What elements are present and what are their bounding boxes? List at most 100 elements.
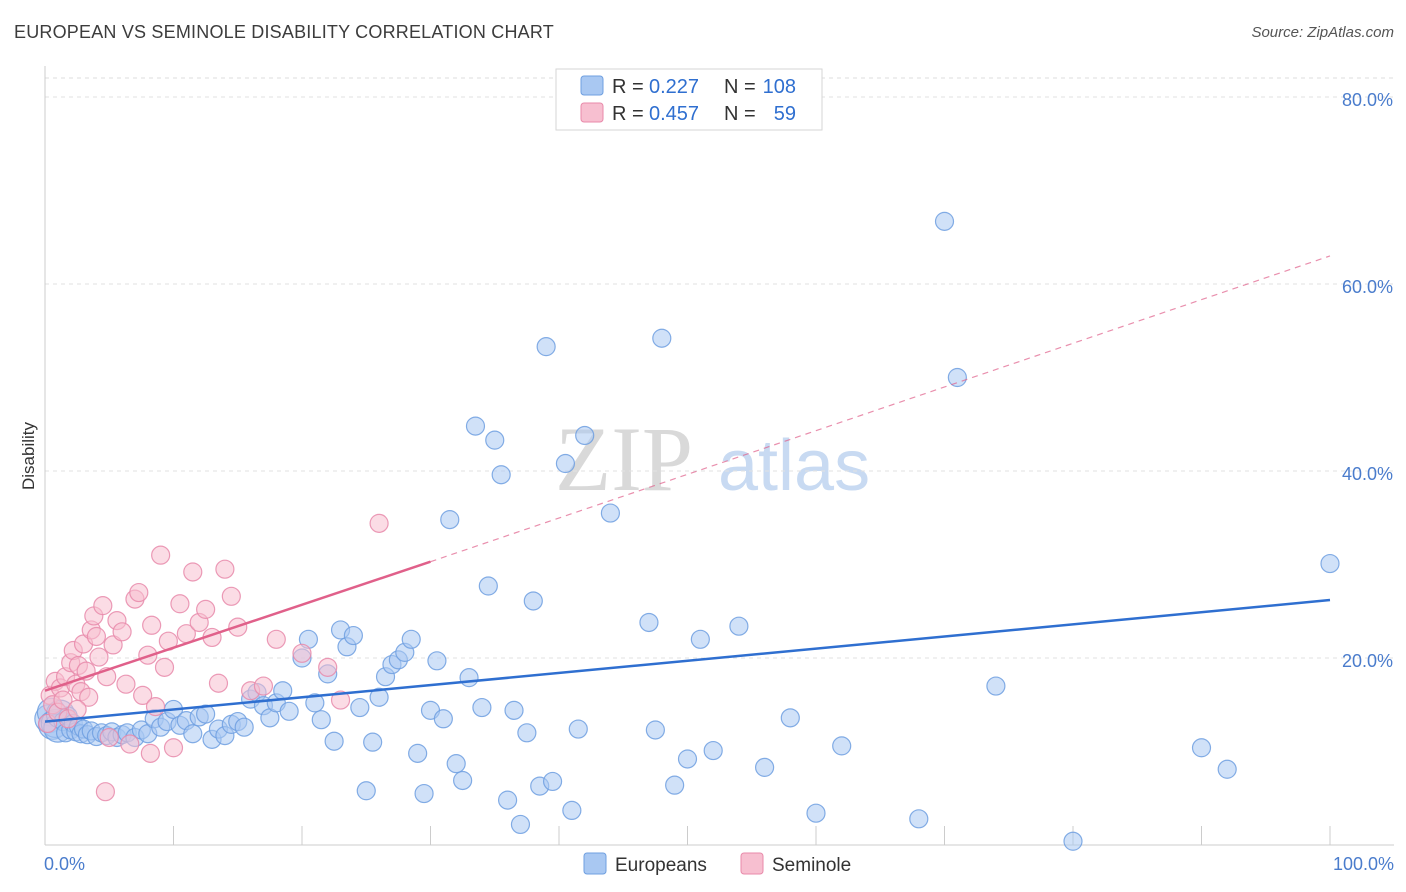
data-point xyxy=(523,591,543,611)
legend-label-seminole: Seminole xyxy=(772,855,851,876)
data-point xyxy=(133,685,153,706)
data-point xyxy=(478,576,498,596)
data-point xyxy=(491,465,511,485)
data-point xyxy=(504,700,524,720)
data-point xyxy=(120,734,140,754)
data-point xyxy=(562,800,582,821)
data-point xyxy=(116,674,136,694)
data-point xyxy=(95,782,115,802)
data-point xyxy=(163,738,184,758)
data-point xyxy=(517,723,537,743)
data-point xyxy=(459,668,479,688)
data-point xyxy=(1217,759,1237,779)
data-point xyxy=(318,657,338,677)
data-point xyxy=(369,687,389,707)
legend-r-label: R = xyxy=(612,76,644,98)
chart-title: EUROPEAN VS SEMINOLE DISABILITY CORRELAT… xyxy=(14,22,554,42)
data-point xyxy=(53,690,73,710)
data-point xyxy=(498,790,518,810)
data-point xyxy=(472,697,492,718)
y-tick-label: 60.0% xyxy=(1342,277,1393,297)
data-point xyxy=(542,771,563,792)
data-point xyxy=(1191,738,1212,758)
data-point xyxy=(183,562,203,582)
data-point xyxy=(324,731,344,751)
data-point xyxy=(151,545,171,565)
legend-r-value: 0.227 xyxy=(649,76,699,98)
data-point xyxy=(408,743,428,763)
data-point xyxy=(645,720,665,740)
data-point xyxy=(253,676,274,696)
data-point xyxy=(575,425,595,446)
data-point xyxy=(909,809,929,829)
data-point xyxy=(703,740,723,761)
data-point xyxy=(356,781,376,801)
legend-swatch-europeans xyxy=(580,75,604,96)
data-point xyxy=(446,754,466,774)
legend-swatch-europeans xyxy=(583,852,607,875)
x-tick-label: 100.0% xyxy=(1333,854,1394,874)
data-point xyxy=(780,708,800,728)
data-point xyxy=(89,647,109,667)
data-point xyxy=(292,643,312,663)
trend-lines xyxy=(44,255,1331,723)
data-point xyxy=(350,697,370,718)
data-point xyxy=(311,710,331,730)
data-point xyxy=(183,724,203,744)
axes xyxy=(44,66,1394,846)
data-point xyxy=(754,757,775,777)
data-point xyxy=(103,635,123,655)
data-point xyxy=(427,651,447,671)
legend-r-value: 0.457 xyxy=(649,103,699,125)
data-point xyxy=(568,719,588,739)
y-axis-label: Disability xyxy=(19,421,38,490)
tick-labels: 20.0% 40.0% 60.0% 80.0% 0.0% 100.0% xyxy=(44,90,1394,874)
data-point xyxy=(234,717,254,737)
data-point xyxy=(414,783,434,804)
data-point xyxy=(639,612,659,633)
data-point xyxy=(677,749,698,769)
y-tick-label: 20.0% xyxy=(1342,651,1393,671)
legend-n-label: N = xyxy=(724,76,756,98)
data-point xyxy=(221,586,241,606)
data-point xyxy=(440,510,460,530)
data-point xyxy=(273,681,293,701)
data-point xyxy=(652,328,672,348)
legend-swatch-seminole xyxy=(740,852,764,875)
data-point xyxy=(112,622,132,642)
data-point xyxy=(832,736,852,756)
data-point xyxy=(485,430,505,450)
data-point xyxy=(690,629,710,649)
series-legend: Europeans Seminole xyxy=(583,852,851,876)
data-point xyxy=(86,626,107,647)
data-point xyxy=(129,582,149,603)
data-point xyxy=(215,559,235,579)
data-point xyxy=(140,743,160,763)
x-tick-label: 0.0% xyxy=(44,854,85,874)
data-point xyxy=(99,727,119,748)
legend-n-label: N = xyxy=(724,103,756,125)
data-point xyxy=(453,770,473,791)
trend-line-seminole xyxy=(44,560,431,692)
data-point xyxy=(369,513,389,533)
data-point xyxy=(465,416,486,436)
data-point xyxy=(665,775,685,795)
data-point xyxy=(806,803,826,823)
legend-swatch-seminole xyxy=(580,102,604,123)
y-tick-label: 80.0% xyxy=(1342,90,1393,110)
data-point xyxy=(934,211,955,231)
europeans-points xyxy=(34,211,1340,851)
data-point xyxy=(142,615,162,635)
stats-legend: R = 0.227 N = 108 R = 0.457 N = 59 xyxy=(555,68,823,131)
data-point xyxy=(305,693,325,713)
data-point xyxy=(536,337,556,357)
data-point xyxy=(510,814,531,835)
watermark-atlas: atlas xyxy=(718,426,870,506)
data-point xyxy=(67,699,87,720)
data-point xyxy=(947,367,967,388)
trend-line-seminole-extension xyxy=(430,255,1331,563)
data-point xyxy=(170,594,190,614)
source-label: Source: ZipAtlas.com xyxy=(1251,24,1394,41)
legend-n-value: 59 xyxy=(774,103,796,125)
data-point xyxy=(208,673,229,693)
